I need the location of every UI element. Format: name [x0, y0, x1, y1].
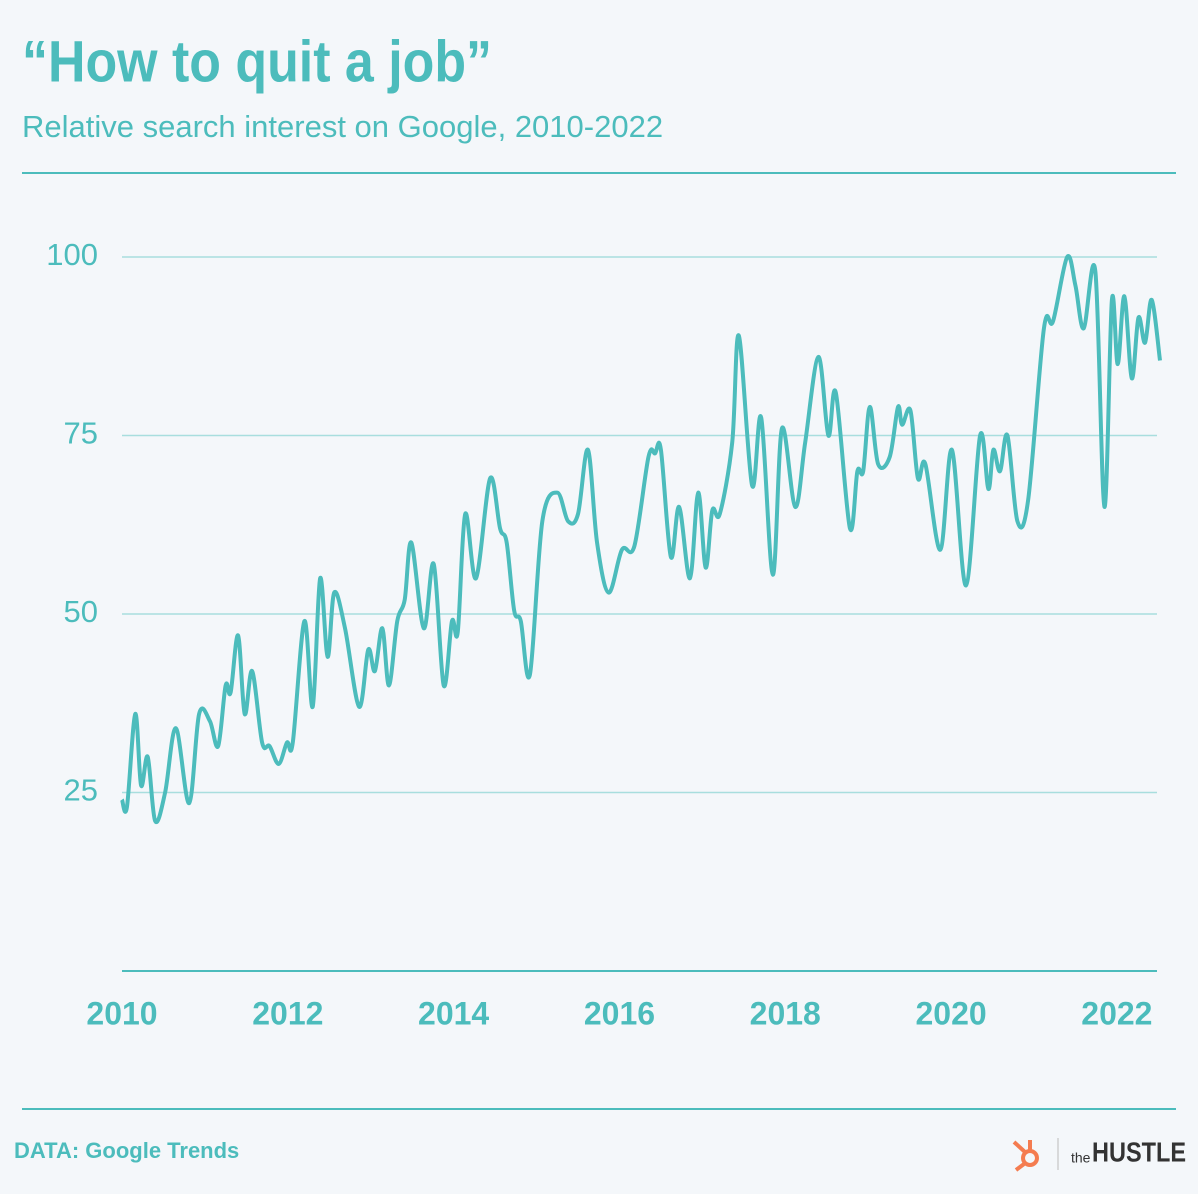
line-series	[120, 254, 1162, 825]
y-tick-label: 100	[46, 237, 98, 272]
x-tick-label: 2014	[418, 995, 489, 1031]
chart-title: “How to quit a job”	[22, 29, 492, 94]
y-tick-label: 50	[64, 594, 98, 629]
x-tick-label: 2016	[584, 995, 655, 1031]
x-tick-label: 2020	[915, 995, 986, 1031]
brand-name: HUSTLE	[1092, 1136, 1186, 1167]
y-tick-label: 75	[64, 416, 98, 451]
chart-subtitle: Relative search interest on Google, 2010…	[22, 109, 663, 144]
x-tick-label: 2012	[252, 995, 323, 1031]
x-tick-label: 2010	[86, 995, 157, 1031]
hubspot-logo	[1012, 1140, 1039, 1172]
x-tick-label: 2018	[750, 995, 821, 1031]
x-tick-label: 2022	[1081, 995, 1152, 1031]
brand-the: the	[1071, 1150, 1091, 1166]
source: DATA: Google Trends	[14, 1138, 239, 1163]
y-tick-label: 25	[64, 773, 98, 808]
